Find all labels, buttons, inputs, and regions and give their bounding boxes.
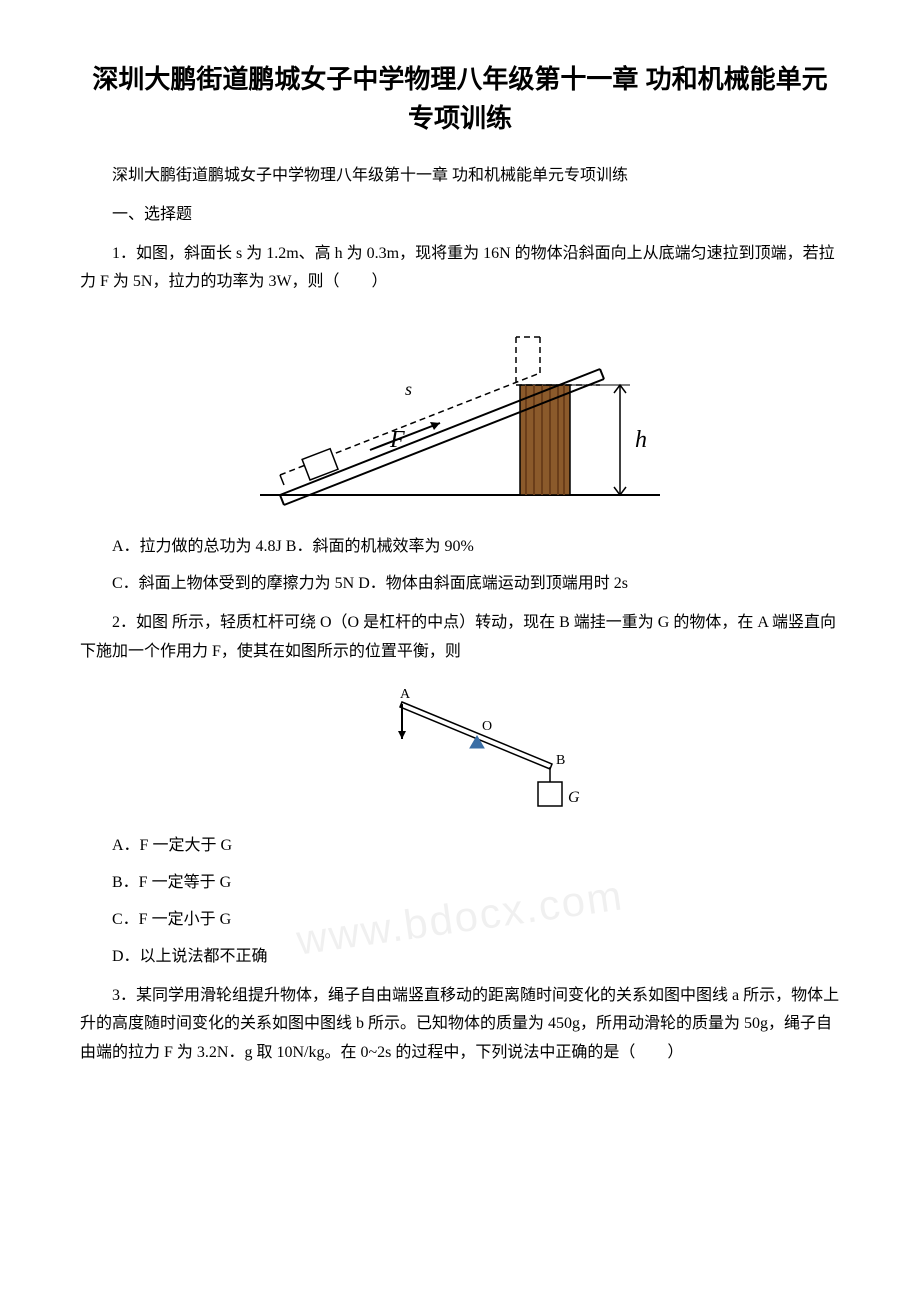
label-A: A (400, 687, 411, 702)
page-title: 深圳大鹏街道鹏城女子中学物理八年级第十一章 功和机械能单元专项训练 (80, 60, 840, 138)
q2-stem: 2．如图 所示，轻质杠杆可绕 O（O 是杠杆的中点）转动，现在 B 端挂一重为 … (80, 609, 840, 667)
q2-opt-b: B．F 一定等于 G (80, 869, 840, 898)
q1-opt-ab: A．拉力做的总功为 4.8J B．斜面的机械效率为 90% (80, 533, 840, 562)
q1-figure: s F h (80, 315, 840, 515)
label-s: s (405, 379, 412, 399)
label-G: G (568, 789, 580, 806)
q2-figure: A O B G (144, 684, 840, 814)
section-heading: 一、选择题 (80, 201, 840, 230)
label-B: B (556, 753, 565, 768)
q2-opt-d: D．以上说法都不正确 (80, 943, 840, 972)
label-h: h (635, 427, 647, 453)
q1-stem: 1．如图，斜面长 s 为 1.2m、高 h 为 0.3m，现将重为 16N 的物… (80, 240, 840, 298)
q3-stem: 3．某同学用滑轮组提升物体，绳子自由端竖直移动的距离随时间变化的关系如图中图线 … (80, 982, 840, 1068)
q2-opt-a: A．F 一定大于 G (80, 832, 840, 861)
q1-opt-cd: C．斜面上物体受到的摩擦力为 5N D．物体由斜面底端运动到顶端用时 2s (80, 570, 840, 599)
label-O: O (482, 719, 492, 734)
label-F: F (389, 427, 405, 453)
subtitle-line: 深圳大鹏街道鹏城女子中学物理八年级第十一章 功和机械能单元专项训练 (80, 162, 840, 191)
q2-opt-c: C．F 一定小于 G (80, 906, 840, 935)
